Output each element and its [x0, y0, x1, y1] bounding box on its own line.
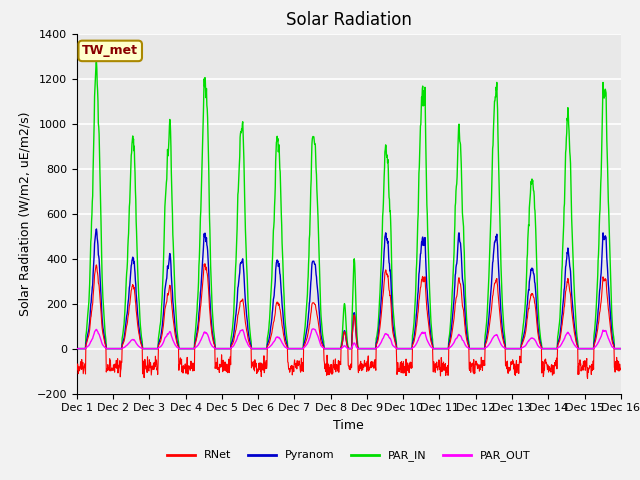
Y-axis label: Solar Radiation (W/m2, uE/m2/s): Solar Radiation (W/m2, uE/m2/s)	[18, 111, 31, 316]
X-axis label: Time: Time	[333, 419, 364, 432]
Text: TW_met: TW_met	[82, 44, 138, 58]
Title: Solar Radiation: Solar Radiation	[286, 11, 412, 29]
Legend: RNet, Pyranom, PAR_IN, PAR_OUT: RNet, Pyranom, PAR_IN, PAR_OUT	[163, 446, 534, 466]
